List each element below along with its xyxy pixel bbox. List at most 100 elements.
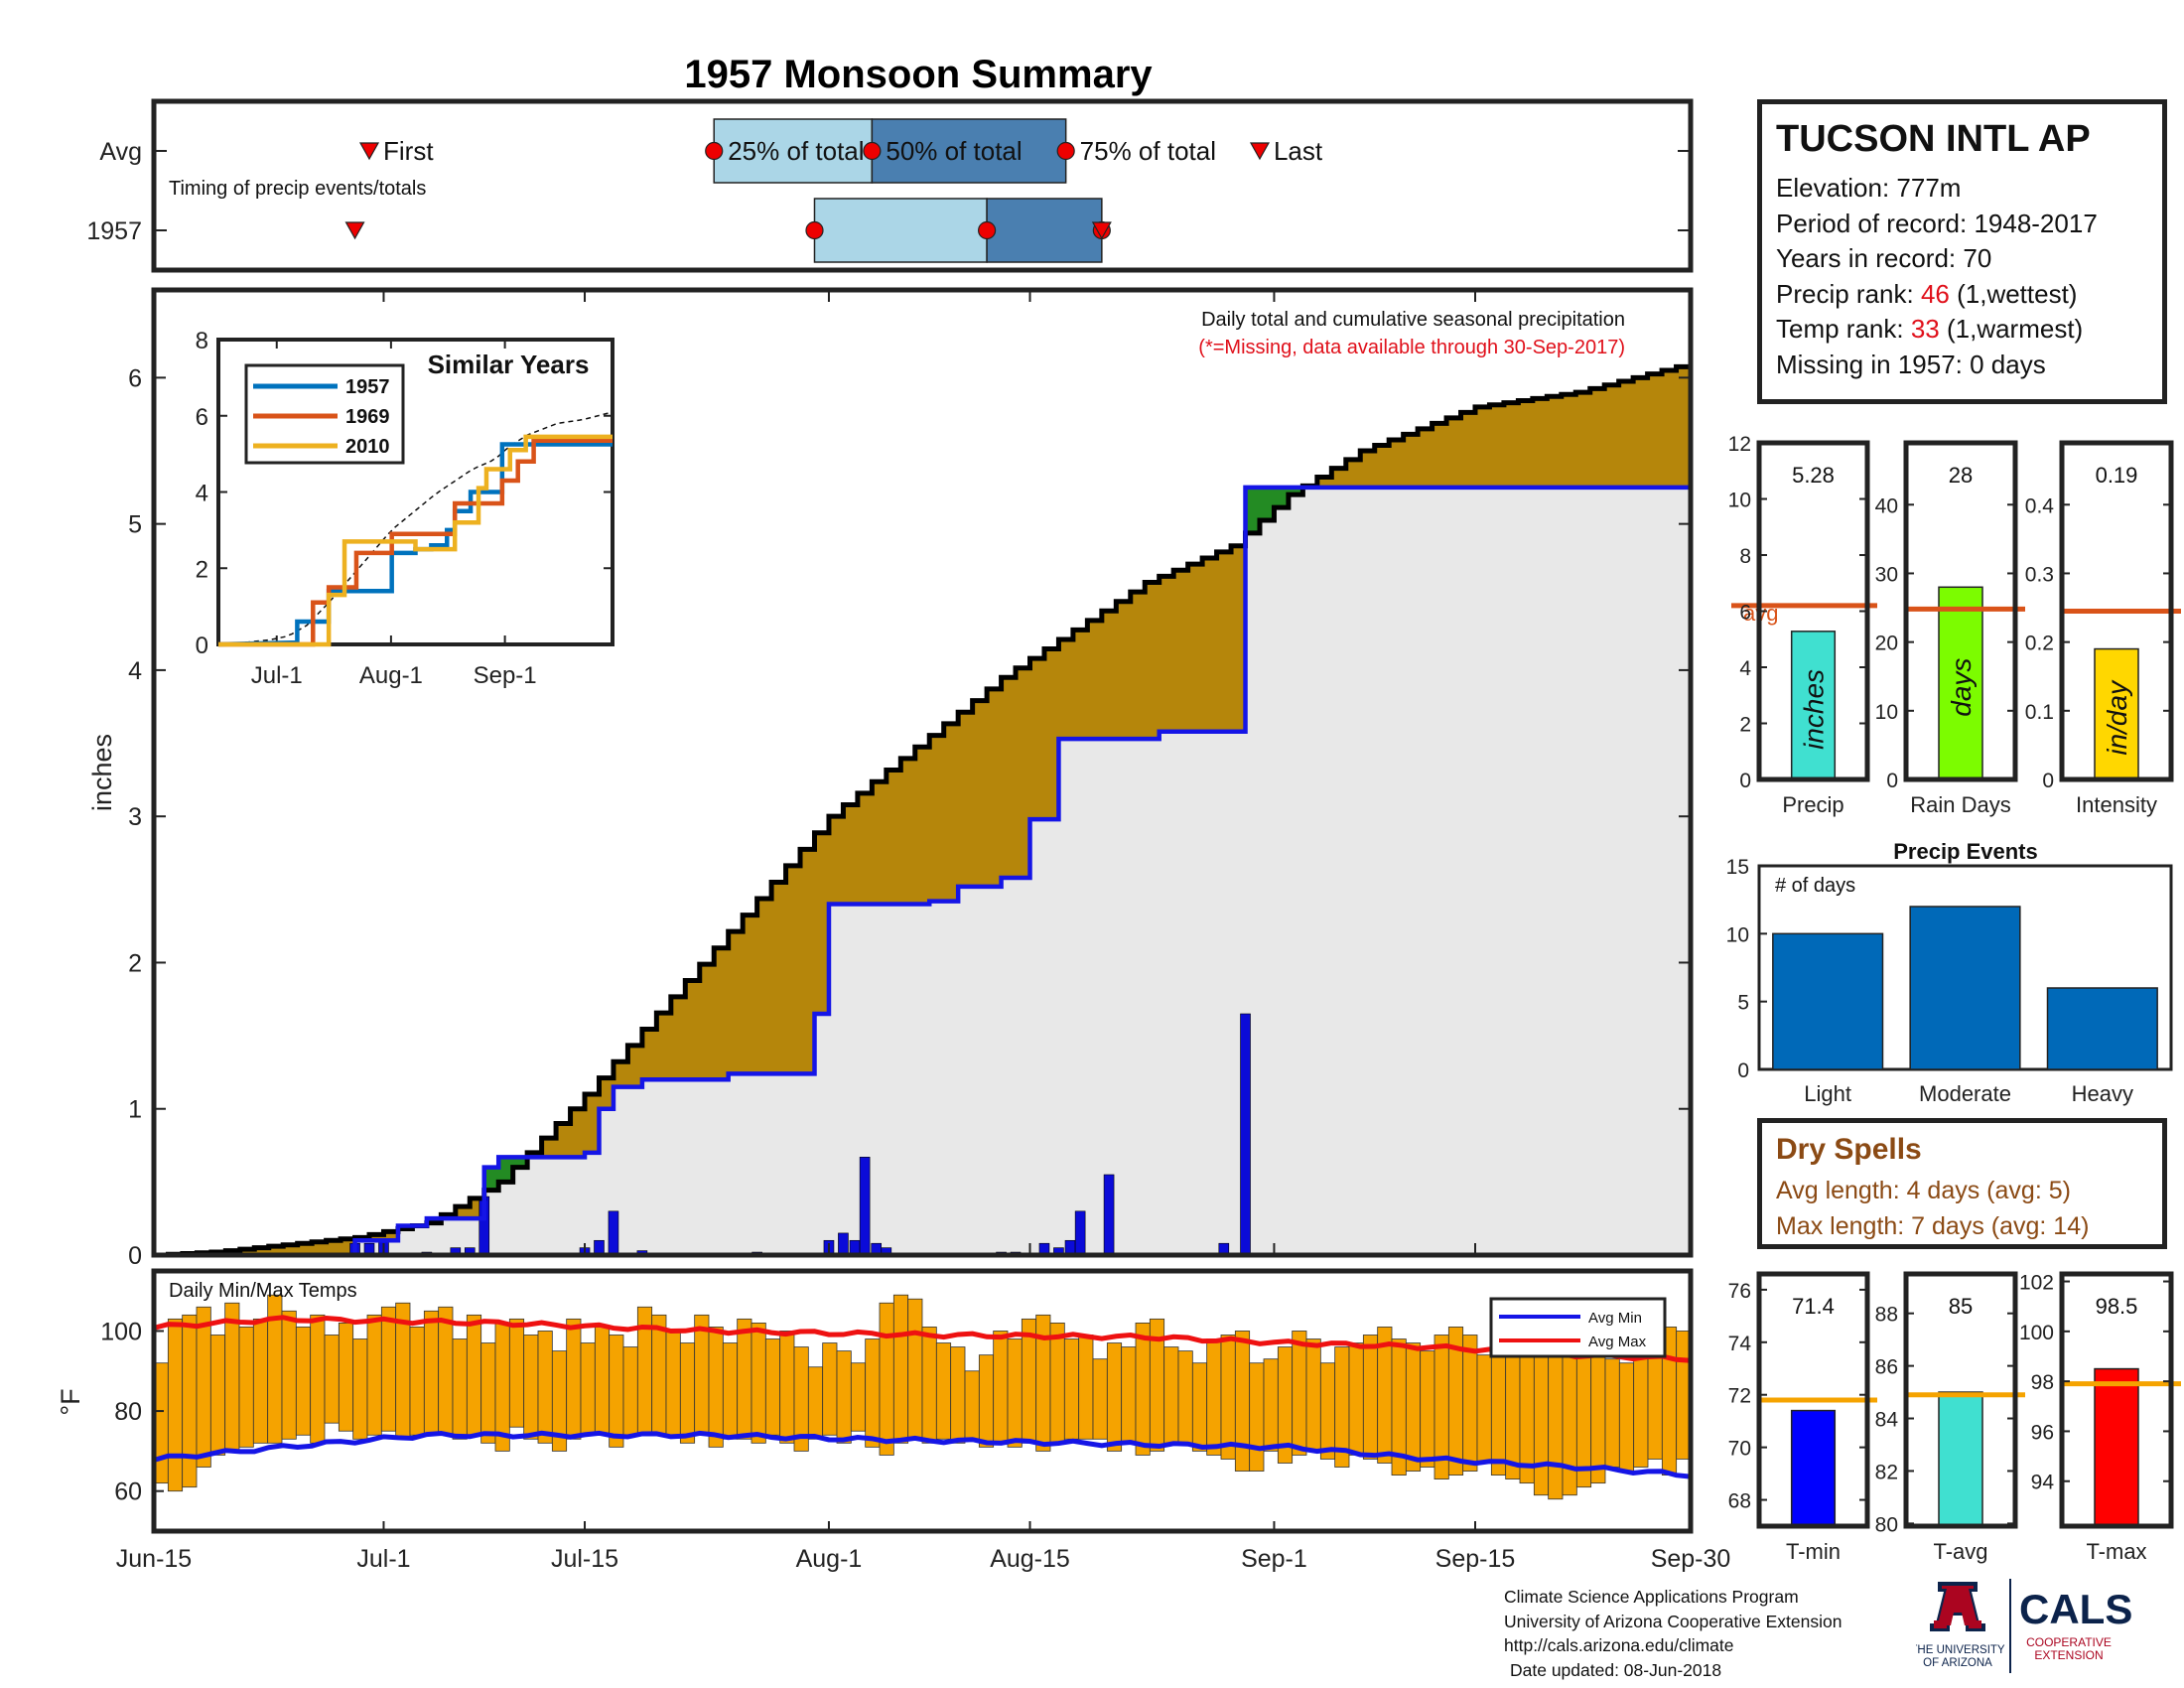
rain_days_bar-y-label-3: 30 [1875, 563, 1898, 586]
temp-range-bar-59 [993, 1331, 1009, 1444]
temp-range-bar-103 [1618, 1362, 1635, 1472]
years-line: Years in record: 70 [1776, 241, 2148, 277]
temps-y-axis-label: °F [56, 1388, 85, 1415]
tavg_bar-value-bar [1938, 1391, 1983, 1527]
date-label-2: Jul-15 [551, 1545, 618, 1573]
year-first-marker [344, 221, 365, 240]
temp-range-bar-71 [1163, 1346, 1179, 1444]
temp-range-bar-81 [1305, 1338, 1321, 1452]
events-y-label-5: 5 [1737, 992, 1749, 1015]
events-y-label-10: 10 [1726, 923, 1749, 946]
temp-range-bar-40 [722, 1342, 739, 1440]
footer-url: http://cals.arizona.edu/climate [1504, 1635, 1734, 1655]
rain_days_bar-value-label: 28 [1949, 463, 1973, 488]
avg-25-50-box [713, 118, 874, 184]
date-label-4: Aug-15 [990, 1545, 1070, 1573]
temp-range-bar-16 [380, 1306, 397, 1432]
temp-range-bar-21 [452, 1338, 468, 1440]
y-tick-label-1: 1 [128, 1096, 142, 1124]
temp-range-bar-32 [609, 1335, 624, 1448]
temp-range-bar-11 [310, 1314, 326, 1444]
temp-range-bar-85 [1362, 1335, 1379, 1460]
date-label-6: Sep-15 [1435, 1545, 1516, 1573]
temp-range-bar-30 [580, 1342, 596, 1436]
temps-title: Daily Min/Max Temps [169, 1280, 357, 1302]
precip-rank-note: (1,wettest) [1949, 278, 2078, 309]
temp-range-bar-25 [508, 1318, 525, 1428]
temp-range-bar-74 [1206, 1338, 1222, 1456]
event-label-moderate: Moderate [1919, 1081, 2011, 1106]
temp-range-bar-48 [836, 1350, 852, 1444]
y-axis-label: inches [87, 734, 117, 811]
intensity_bar-category-label: Intensity [2076, 792, 2157, 817]
temp-rank-note: (1,warmest) [1939, 314, 2084, 344]
tmax_bar-y-label-4: 102 [2019, 1272, 2054, 1295]
inset-x-label-2: Sep-1 [474, 662, 537, 689]
event-label-heavy: Heavy [2072, 1081, 2133, 1106]
temps-legend-box [1489, 1297, 1667, 1358]
missing-line: Missing in 1957: 0 days [1776, 348, 2148, 383]
temp-range-bar-37 [679, 1342, 696, 1444]
daily-precip-bar-15 [859, 1157, 871, 1256]
similar-year-line-2010 [218, 434, 613, 647]
tmax_bar-y-label-1: 96 [2031, 1421, 2054, 1444]
intensity_bar-y-label-1: 0.1 [2025, 701, 2054, 724]
timing-panel: Avg 1957 Timing of precip events/totals Fir… [86, 98, 1694, 273]
temp-range-bar-7 [252, 1318, 269, 1444]
daily-precip-bar-23 [1074, 1210, 1086, 1256]
temp-range-bar-38 [694, 1314, 710, 1436]
temps-y-label-100: 100 [100, 1318, 142, 1345]
temp-range-bar-22 [466, 1314, 482, 1436]
date-label-3: Aug-1 [796, 1545, 863, 1573]
temp-range-bar-15 [366, 1314, 382, 1436]
temp-range-bar-53 [907, 1298, 923, 1440]
temp-range-bar-67 [1106, 1342, 1123, 1452]
tmax_bar-y-label-2: 98 [2031, 1371, 2054, 1394]
temp-range-bar-12 [324, 1335, 340, 1424]
ua-logo-line2: OF ARIZONA [1923, 1657, 1992, 1669]
tmin_bar-y-label-2: 72 [1728, 1385, 1751, 1408]
intensity_bar-y-label-4: 0.4 [2025, 494, 2055, 517]
marker-label-first: First [383, 136, 434, 166]
inset-y-label-8: 8 [196, 328, 208, 354]
shared-date-axis: Jun-15 Jul-1 Jul-15 Aug-1 Aug-15 Sep-1 Sep-15 S… [116, 1521, 1730, 1573]
events-y-label-15: 15 [1726, 856, 1749, 879]
temp-range-bar-39 [708, 1327, 724, 1448]
y-tick-label-4: 4 [128, 657, 142, 685]
cals-logo: CALS COOPERATIVE EXTENSION [2019, 1586, 2132, 1662]
temp-range-bar-92 [1462, 1335, 1478, 1472]
inset-x-label-0: Jul-1 [251, 662, 303, 689]
rain_days_bar-y-label-4: 40 [1875, 494, 1898, 517]
year-last-marker [1091, 221, 1112, 240]
temp-range-bar-84 [1348, 1342, 1364, 1456]
temp-range-bar-26 [523, 1335, 539, 1440]
dry-spells-avg-length: Avg length: 4 days (avg: 5) [1776, 1177, 2071, 1204]
date-label-0: Jun-15 [116, 1545, 192, 1573]
avg-p50-marker [863, 141, 882, 161]
precip_bar-y-label-4: 8 [1739, 545, 1751, 568]
avg-50-75-box [871, 118, 1067, 184]
tavg_bar-y-label-2: 84 [1875, 1409, 1899, 1432]
temp-range-bar-101 [1590, 1346, 1606, 1484]
intensity_bar-value-label: 0.19 [2096, 463, 2138, 488]
elevation-label: Elevation: [1776, 173, 1897, 203]
y-tick-label-3: 3 [128, 803, 142, 831]
tavg_bar-y-label-3: 86 [1875, 1356, 1898, 1379]
temp-range-bar-47 [822, 1342, 838, 1436]
period-line: Period of record: 1948-2017 [1776, 207, 2148, 242]
rain_days_bar-y-label-0: 0 [1886, 770, 1898, 792]
rain_days_bar-frame [1903, 440, 2018, 782]
temp-range-bar-68 [1121, 1346, 1137, 1444]
date-label-1: Jul-1 [356, 1545, 410, 1573]
cumulative-1957-line [154, 485, 1691, 1258]
temp-range-bar-13 [338, 1323, 354, 1432]
temp-rank-label: Temp rank: [1776, 314, 1911, 344]
precip_bar-value-label: 5.28 [1792, 463, 1835, 488]
temp-range-bar-80 [1292, 1331, 1307, 1456]
missing-data-note: (*=Missing, data available through 30-Se… [1198, 337, 1625, 358]
inset-legend-label-1957: 1957 [345, 376, 390, 398]
precip-rank-line: Precip rank: 46 (1,wettest) [1776, 277, 2148, 313]
year-25-50-box [813, 198, 988, 263]
temp-range-bar-64 [1063, 1338, 1080, 1440]
